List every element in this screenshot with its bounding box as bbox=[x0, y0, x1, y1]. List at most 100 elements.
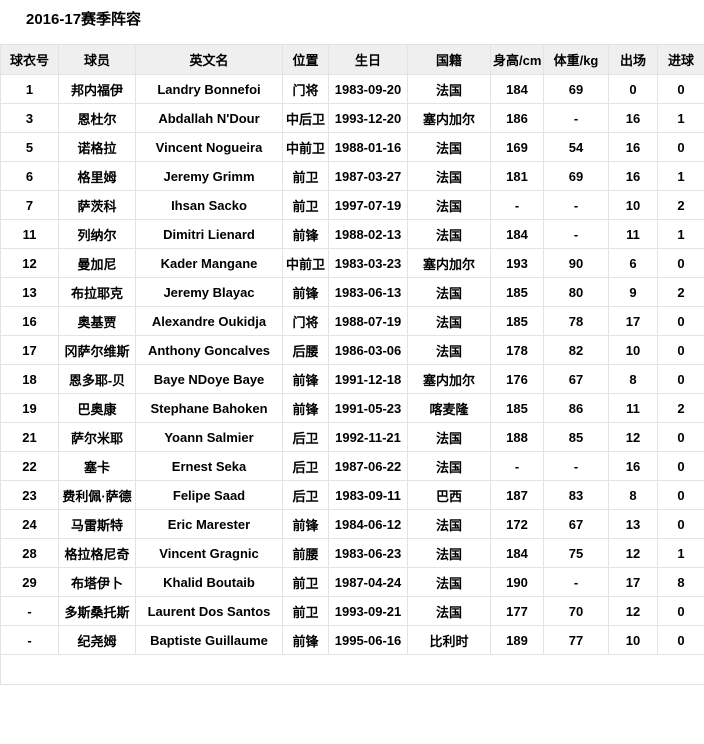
table-cell: 门将 bbox=[282, 306, 329, 336]
table-cell: 176 bbox=[490, 364, 544, 394]
table-header-row: 球衣号 球员 英文名 位置 生日 国籍 身高/cm 体重/kg 出场 进球 bbox=[0, 44, 704, 75]
table-cell: 1993-09-21 bbox=[328, 596, 408, 626]
table-cell: 28 bbox=[0, 538, 59, 568]
table-cell: 法国 bbox=[407, 567, 491, 597]
table-cell: 83 bbox=[543, 480, 609, 510]
table-cell: Ihsan Sacko bbox=[135, 190, 283, 220]
table-cell: 0 bbox=[657, 509, 704, 539]
table-row: 3 恩杜尔 Abdallah N'Dour 中后卫 1993-12-20 塞内加尔 186-… bbox=[0, 103, 704, 133]
table-cell: 181 bbox=[490, 161, 544, 191]
table-cell: 布拉耶克 bbox=[58, 277, 136, 307]
table-cell: 0 bbox=[657, 306, 704, 336]
table-cell: 12 bbox=[608, 596, 658, 626]
table-cell: 3 bbox=[0, 103, 59, 133]
table-cell: 1991-12-18 bbox=[328, 364, 408, 394]
table-cell: 法国 bbox=[407, 277, 491, 307]
table-row: 11 列纳尔 Dimitri Lienard 前锋 1988-02-13 法国 184-11… bbox=[0, 219, 704, 249]
table-cell: 23 bbox=[0, 480, 59, 510]
table-cell: 0 bbox=[657, 625, 704, 655]
table-cell: 75 bbox=[543, 538, 609, 568]
table-cell: 9 bbox=[608, 277, 658, 307]
table-cell: 格里姆 bbox=[58, 161, 136, 191]
table-cell: Kader Mangane bbox=[135, 248, 283, 278]
table-cell: 185 bbox=[490, 393, 544, 423]
table-cell: 10 bbox=[608, 190, 658, 220]
table-row: 1 邦内福伊 Landry Bonnefoi 门将 1983-09-20 法国 184 69 0… bbox=[0, 74, 704, 104]
table-cell: 中后卫 bbox=[282, 103, 329, 133]
table-cell: 1988-02-13 bbox=[328, 219, 408, 249]
table-cell: 8 bbox=[657, 567, 704, 597]
table-cell: 0 bbox=[657, 451, 704, 481]
table-cell: 17 bbox=[608, 306, 658, 336]
table-cell: 1 bbox=[0, 74, 59, 104]
table-cell: 17 bbox=[0, 335, 59, 365]
table-cell: 法国 bbox=[407, 306, 491, 336]
table-cell: 前卫 bbox=[282, 567, 329, 597]
table-cell: 1984-06-12 bbox=[328, 509, 408, 539]
table-cell: 184 bbox=[490, 538, 544, 568]
table-cell: 2 bbox=[657, 393, 704, 423]
table-cell: 16 bbox=[608, 451, 658, 481]
table-cell: 比利时 bbox=[407, 625, 491, 655]
table-row: 13 布拉耶克 Jeremy Blayac 前锋 1983-06-13 法国 185 80 9 2 bbox=[0, 277, 704, 307]
table-cell: 0 bbox=[657, 132, 704, 162]
table-cell: 法国 bbox=[407, 161, 491, 191]
table-cell: Vincent Gragnic bbox=[135, 538, 283, 568]
table-cell: 12 bbox=[0, 248, 59, 278]
table-cell: 1 bbox=[657, 538, 704, 568]
table-cell: 24 bbox=[0, 509, 59, 539]
table-cell: 1987-03-27 bbox=[328, 161, 408, 191]
table-cell: 0 bbox=[608, 74, 658, 104]
table-cell: 0 bbox=[657, 364, 704, 394]
table-cell: 69 bbox=[543, 74, 609, 104]
table-row: 19 巴奥康 Stephane Bahoken 前锋 1991-05-23 喀麦隆 185 8… bbox=[0, 393, 704, 423]
table-cell: 16 bbox=[0, 306, 59, 336]
table-cell: 1992-11-21 bbox=[328, 422, 408, 452]
column-header: 位置 bbox=[282, 44, 329, 75]
table-cell: 1 bbox=[657, 161, 704, 191]
table-cell: Vincent Nogueira bbox=[135, 132, 283, 162]
table-cell: 后卫 bbox=[282, 480, 329, 510]
table-cell: 0 bbox=[657, 480, 704, 510]
table-cell: 法国 bbox=[407, 422, 491, 452]
table-cell: 法国 bbox=[407, 451, 491, 481]
empty-footer-row bbox=[0, 654, 704, 685]
table-row: 7 萨茨科 Ihsan Sacko 前卫 1997-07-19 法国 - -10 2 bbox=[0, 190, 704, 220]
table-cell: 前锋 bbox=[282, 219, 329, 249]
table-cell: 19 bbox=[0, 393, 59, 423]
table-cell: 1991-05-23 bbox=[328, 393, 408, 423]
table-cell: 前卫 bbox=[282, 161, 329, 191]
table-row: - 纪尧姆 Baptiste Guillaume 前锋 1995-06-16 比利时 189… bbox=[0, 625, 704, 655]
table-cell: 法国 bbox=[407, 74, 491, 104]
table-cell: 172 bbox=[490, 509, 544, 539]
table-cell: Ernest Seka bbox=[135, 451, 283, 481]
table-cell: 中前卫 bbox=[282, 248, 329, 278]
table-cell: 13 bbox=[608, 509, 658, 539]
table-cell: 中前卫 bbox=[282, 132, 329, 162]
table-cell: 前卫 bbox=[282, 190, 329, 220]
table-cell: 1997-07-19 bbox=[328, 190, 408, 220]
table-cell: 189 bbox=[490, 625, 544, 655]
table-cell: 184 bbox=[490, 74, 544, 104]
table-cell: 1983-09-11 bbox=[328, 480, 408, 510]
table-cell: - bbox=[543, 190, 609, 220]
table-cell: 80 bbox=[543, 277, 609, 307]
table-cell: 前锋 bbox=[282, 509, 329, 539]
table-cell: 多斯桑托斯 bbox=[58, 596, 136, 626]
table-cell: Yoann Salmier bbox=[135, 422, 283, 452]
table-cell: 1983-06-13 bbox=[328, 277, 408, 307]
table-cell: 13 bbox=[0, 277, 59, 307]
table-cell: 16 bbox=[608, 161, 658, 191]
table-cell: 169 bbox=[490, 132, 544, 162]
table-cell: 1988-01-16 bbox=[328, 132, 408, 162]
table-cell: 列纳尔 bbox=[58, 219, 136, 249]
table-cell: 1995-06-16 bbox=[328, 625, 408, 655]
table-cell: 0 bbox=[657, 248, 704, 278]
page-title: 2016-17赛季阵容 bbox=[26, 11, 142, 28]
table-cell: 恩杜尔 bbox=[58, 103, 136, 133]
table-cell: 前锋 bbox=[282, 625, 329, 655]
table-cell: 69 bbox=[543, 161, 609, 191]
table-cell: 11 bbox=[0, 219, 59, 249]
table-cell: 17 bbox=[608, 567, 658, 597]
table-cell: 1983-03-23 bbox=[328, 248, 408, 278]
